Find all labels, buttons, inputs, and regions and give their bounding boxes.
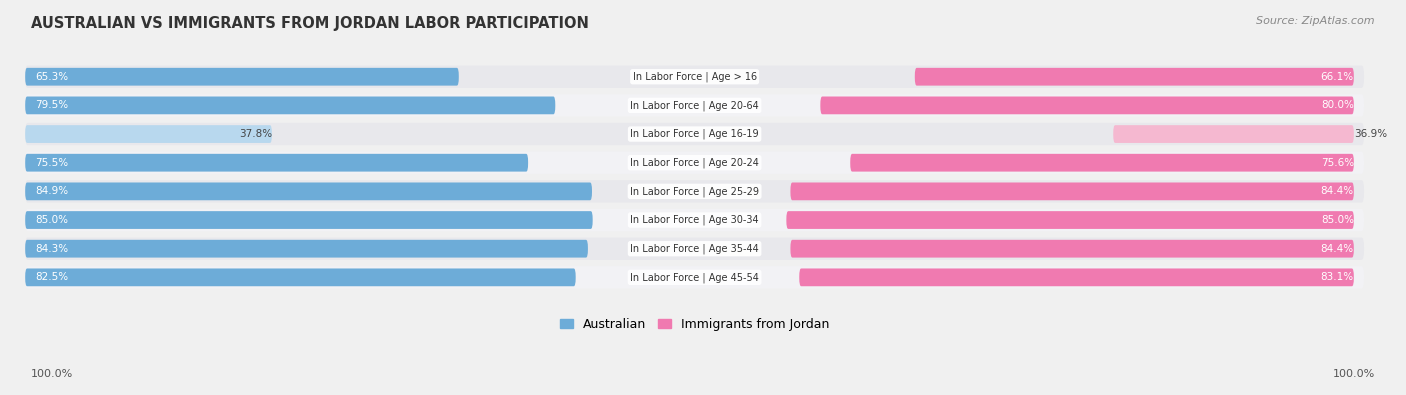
Text: 84.4%: 84.4% bbox=[1320, 244, 1354, 254]
Text: In Labor Force | Age 20-24: In Labor Force | Age 20-24 bbox=[630, 158, 759, 168]
FancyBboxPatch shape bbox=[25, 152, 1364, 174]
FancyBboxPatch shape bbox=[790, 182, 1354, 200]
Text: 100.0%: 100.0% bbox=[31, 369, 73, 379]
FancyBboxPatch shape bbox=[25, 211, 593, 229]
FancyBboxPatch shape bbox=[25, 125, 271, 143]
FancyBboxPatch shape bbox=[25, 240, 588, 258]
Text: 83.1%: 83.1% bbox=[1320, 273, 1354, 282]
FancyBboxPatch shape bbox=[1114, 125, 1354, 143]
FancyBboxPatch shape bbox=[25, 182, 592, 200]
Text: In Labor Force | Age 35-44: In Labor Force | Age 35-44 bbox=[630, 243, 759, 254]
Text: In Labor Force | Age > 16: In Labor Force | Age > 16 bbox=[633, 71, 756, 82]
Text: 66.1%: 66.1% bbox=[1320, 72, 1354, 82]
Text: 65.3%: 65.3% bbox=[35, 72, 69, 82]
Text: 100.0%: 100.0% bbox=[1333, 369, 1375, 379]
Text: 85.0%: 85.0% bbox=[35, 215, 69, 225]
FancyBboxPatch shape bbox=[25, 94, 1364, 117]
Text: In Labor Force | Age 45-54: In Labor Force | Age 45-54 bbox=[630, 272, 759, 282]
FancyBboxPatch shape bbox=[25, 96, 555, 114]
Text: In Labor Force | Age 30-34: In Labor Force | Age 30-34 bbox=[630, 215, 759, 225]
Text: In Labor Force | Age 25-29: In Labor Force | Age 25-29 bbox=[630, 186, 759, 197]
FancyBboxPatch shape bbox=[851, 154, 1354, 171]
Text: 36.9%: 36.9% bbox=[1354, 129, 1386, 139]
Text: 84.4%: 84.4% bbox=[1320, 186, 1354, 196]
Text: 82.5%: 82.5% bbox=[35, 273, 69, 282]
FancyBboxPatch shape bbox=[25, 209, 1364, 231]
FancyBboxPatch shape bbox=[790, 240, 1354, 258]
FancyBboxPatch shape bbox=[25, 237, 1364, 260]
FancyBboxPatch shape bbox=[25, 66, 1364, 88]
Text: 75.6%: 75.6% bbox=[1320, 158, 1354, 168]
Text: AUSTRALIAN VS IMMIGRANTS FROM JORDAN LABOR PARTICIPATION: AUSTRALIAN VS IMMIGRANTS FROM JORDAN LAB… bbox=[31, 16, 589, 31]
Text: 79.5%: 79.5% bbox=[35, 100, 69, 110]
Legend: Australian, Immigrants from Jordan: Australian, Immigrants from Jordan bbox=[555, 313, 834, 336]
FancyBboxPatch shape bbox=[820, 96, 1354, 114]
FancyBboxPatch shape bbox=[25, 68, 458, 86]
Text: 84.3%: 84.3% bbox=[35, 244, 69, 254]
FancyBboxPatch shape bbox=[25, 180, 1364, 203]
Text: 75.5%: 75.5% bbox=[35, 158, 69, 168]
FancyBboxPatch shape bbox=[25, 266, 1364, 288]
FancyBboxPatch shape bbox=[799, 269, 1354, 286]
FancyBboxPatch shape bbox=[25, 154, 529, 171]
Text: 37.8%: 37.8% bbox=[239, 129, 271, 139]
FancyBboxPatch shape bbox=[25, 123, 1364, 145]
FancyBboxPatch shape bbox=[786, 211, 1354, 229]
Text: In Labor Force | Age 16-19: In Labor Force | Age 16-19 bbox=[630, 129, 759, 139]
Text: In Labor Force | Age 20-64: In Labor Force | Age 20-64 bbox=[630, 100, 759, 111]
Text: 80.0%: 80.0% bbox=[1322, 100, 1354, 110]
Text: 85.0%: 85.0% bbox=[1320, 215, 1354, 225]
Text: Source: ZipAtlas.com: Source: ZipAtlas.com bbox=[1257, 16, 1375, 26]
FancyBboxPatch shape bbox=[915, 68, 1354, 86]
FancyBboxPatch shape bbox=[25, 269, 575, 286]
Text: 84.9%: 84.9% bbox=[35, 186, 69, 196]
